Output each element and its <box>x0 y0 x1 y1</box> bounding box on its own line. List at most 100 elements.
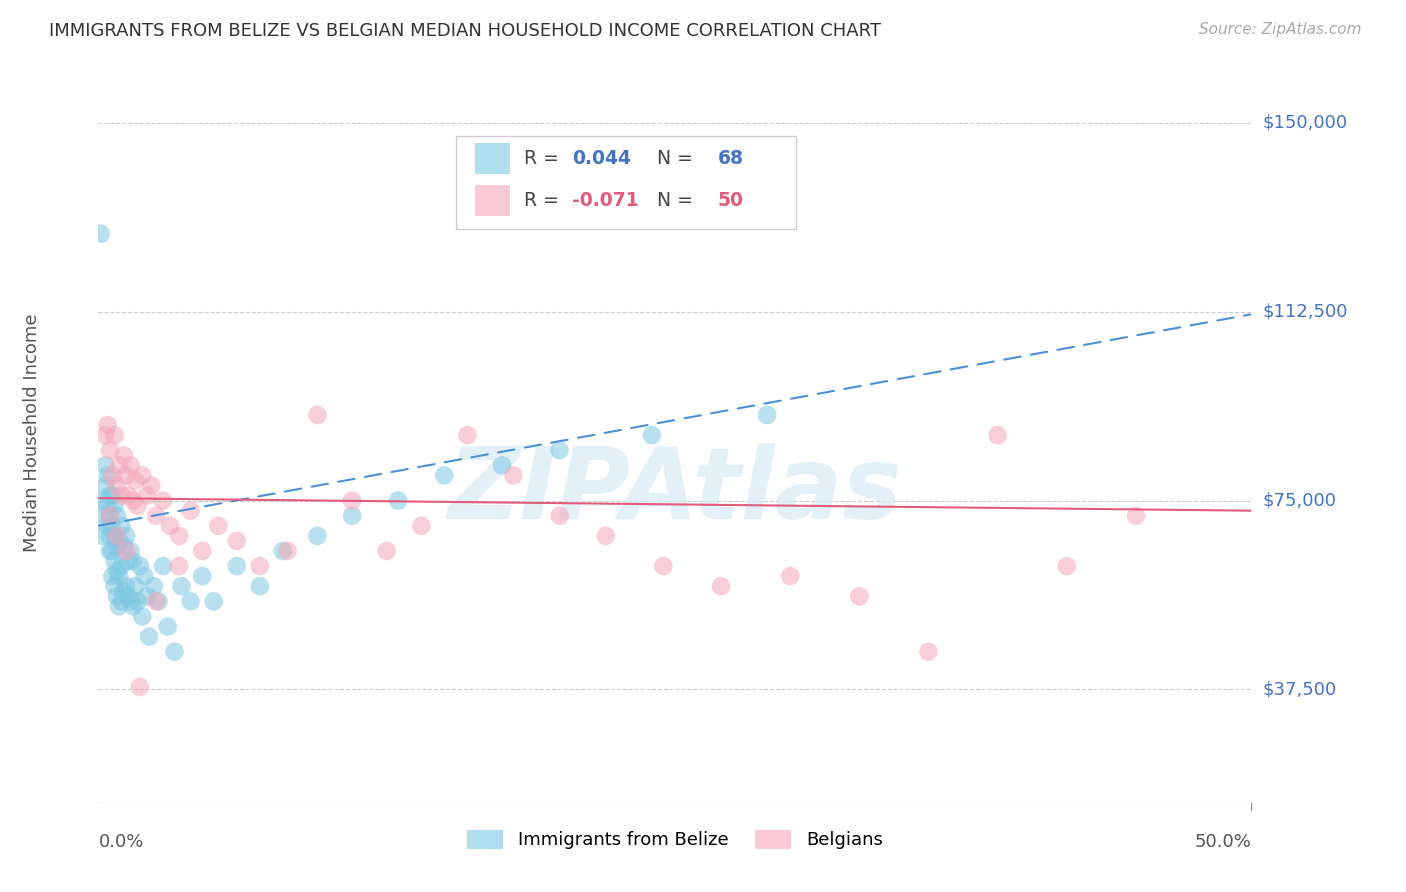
Point <box>105 590 128 604</box>
Point <box>110 518 132 533</box>
Point <box>115 529 138 543</box>
Point <box>110 559 132 574</box>
Point <box>191 544 214 558</box>
Point <box>120 594 142 608</box>
Point <box>491 458 513 473</box>
Point <box>103 579 125 593</box>
Point <box>131 609 153 624</box>
Point <box>120 458 142 473</box>
Point <box>145 508 167 523</box>
Point <box>276 544 298 558</box>
Text: N =: N = <box>645 192 699 211</box>
Legend: Immigrants from Belize, Belgians: Immigrants from Belize, Belgians <box>460 823 890 856</box>
Text: $112,500: $112,500 <box>1263 302 1348 321</box>
Point <box>108 569 131 583</box>
Point <box>94 428 117 442</box>
Point <box>98 508 121 523</box>
Point <box>167 529 190 543</box>
Point <box>103 529 125 543</box>
Point <box>94 458 117 473</box>
Point <box>115 544 138 558</box>
Point <box>387 493 409 508</box>
Text: 50: 50 <box>717 192 744 211</box>
Point <box>756 408 779 422</box>
Text: ZIPAtlas: ZIPAtlas <box>447 443 903 541</box>
Point <box>142 579 165 593</box>
Point <box>652 559 675 574</box>
Text: R =: R = <box>524 149 565 169</box>
Point <box>124 474 146 488</box>
Point <box>191 569 214 583</box>
Point <box>90 227 112 241</box>
Point <box>307 529 329 543</box>
Point <box>134 569 156 583</box>
Point <box>141 478 163 492</box>
Point <box>152 493 174 508</box>
Point <box>94 508 117 523</box>
Point <box>779 569 801 583</box>
Point <box>122 493 145 508</box>
Point <box>152 559 174 574</box>
Text: IMMIGRANTS FROM BELIZE VS BELGIAN MEDIAN HOUSEHOLD INCOME CORRELATION CHART: IMMIGRANTS FROM BELIZE VS BELGIAN MEDIAN… <box>49 22 882 40</box>
Point <box>249 559 271 574</box>
Point <box>180 594 202 608</box>
Point <box>131 468 153 483</box>
Text: N =: N = <box>645 149 699 169</box>
Point <box>112 584 135 599</box>
Point <box>917 645 939 659</box>
Point <box>97 499 120 513</box>
Point <box>127 594 149 608</box>
Point <box>502 468 524 483</box>
Point <box>117 554 139 568</box>
Point <box>433 468 456 483</box>
Text: 50.0%: 50.0% <box>1195 833 1251 851</box>
Point <box>595 529 617 543</box>
Point <box>135 590 157 604</box>
FancyBboxPatch shape <box>456 136 796 229</box>
Point <box>170 579 193 593</box>
Point <box>167 559 190 574</box>
Text: $75,000: $75,000 <box>1263 491 1337 509</box>
Point <box>103 554 125 568</box>
Point <box>105 564 128 578</box>
Point <box>97 468 120 483</box>
FancyBboxPatch shape <box>475 186 510 217</box>
Point <box>105 508 128 523</box>
Point <box>112 448 135 462</box>
Text: 0.0%: 0.0% <box>98 833 143 851</box>
Point <box>115 579 138 593</box>
Point <box>110 594 132 608</box>
Point <box>98 544 121 558</box>
FancyBboxPatch shape <box>475 143 510 174</box>
Point <box>456 428 478 442</box>
Text: Median Household Income: Median Household Income <box>22 313 41 552</box>
Point <box>138 630 160 644</box>
Point <box>129 559 152 574</box>
Point <box>105 478 128 492</box>
Point <box>202 594 225 608</box>
Text: R =: R = <box>524 192 565 211</box>
Point <box>180 504 202 518</box>
Point <box>122 599 145 614</box>
Point <box>97 418 120 433</box>
Point <box>249 579 271 593</box>
Point <box>112 539 135 553</box>
Point <box>101 518 124 533</box>
Point <box>122 554 145 568</box>
Point <box>110 489 132 503</box>
Point <box>145 594 167 608</box>
Point <box>1125 508 1147 523</box>
Point <box>94 478 117 492</box>
Point <box>108 533 131 548</box>
Point <box>340 493 363 508</box>
Point <box>101 544 124 558</box>
Point <box>548 508 571 523</box>
Point <box>117 590 139 604</box>
Point <box>271 544 294 558</box>
Point <box>101 489 124 503</box>
Point <box>710 579 733 593</box>
Point <box>207 518 229 533</box>
Point <box>641 428 664 442</box>
Point <box>135 489 157 503</box>
Point <box>375 544 398 558</box>
